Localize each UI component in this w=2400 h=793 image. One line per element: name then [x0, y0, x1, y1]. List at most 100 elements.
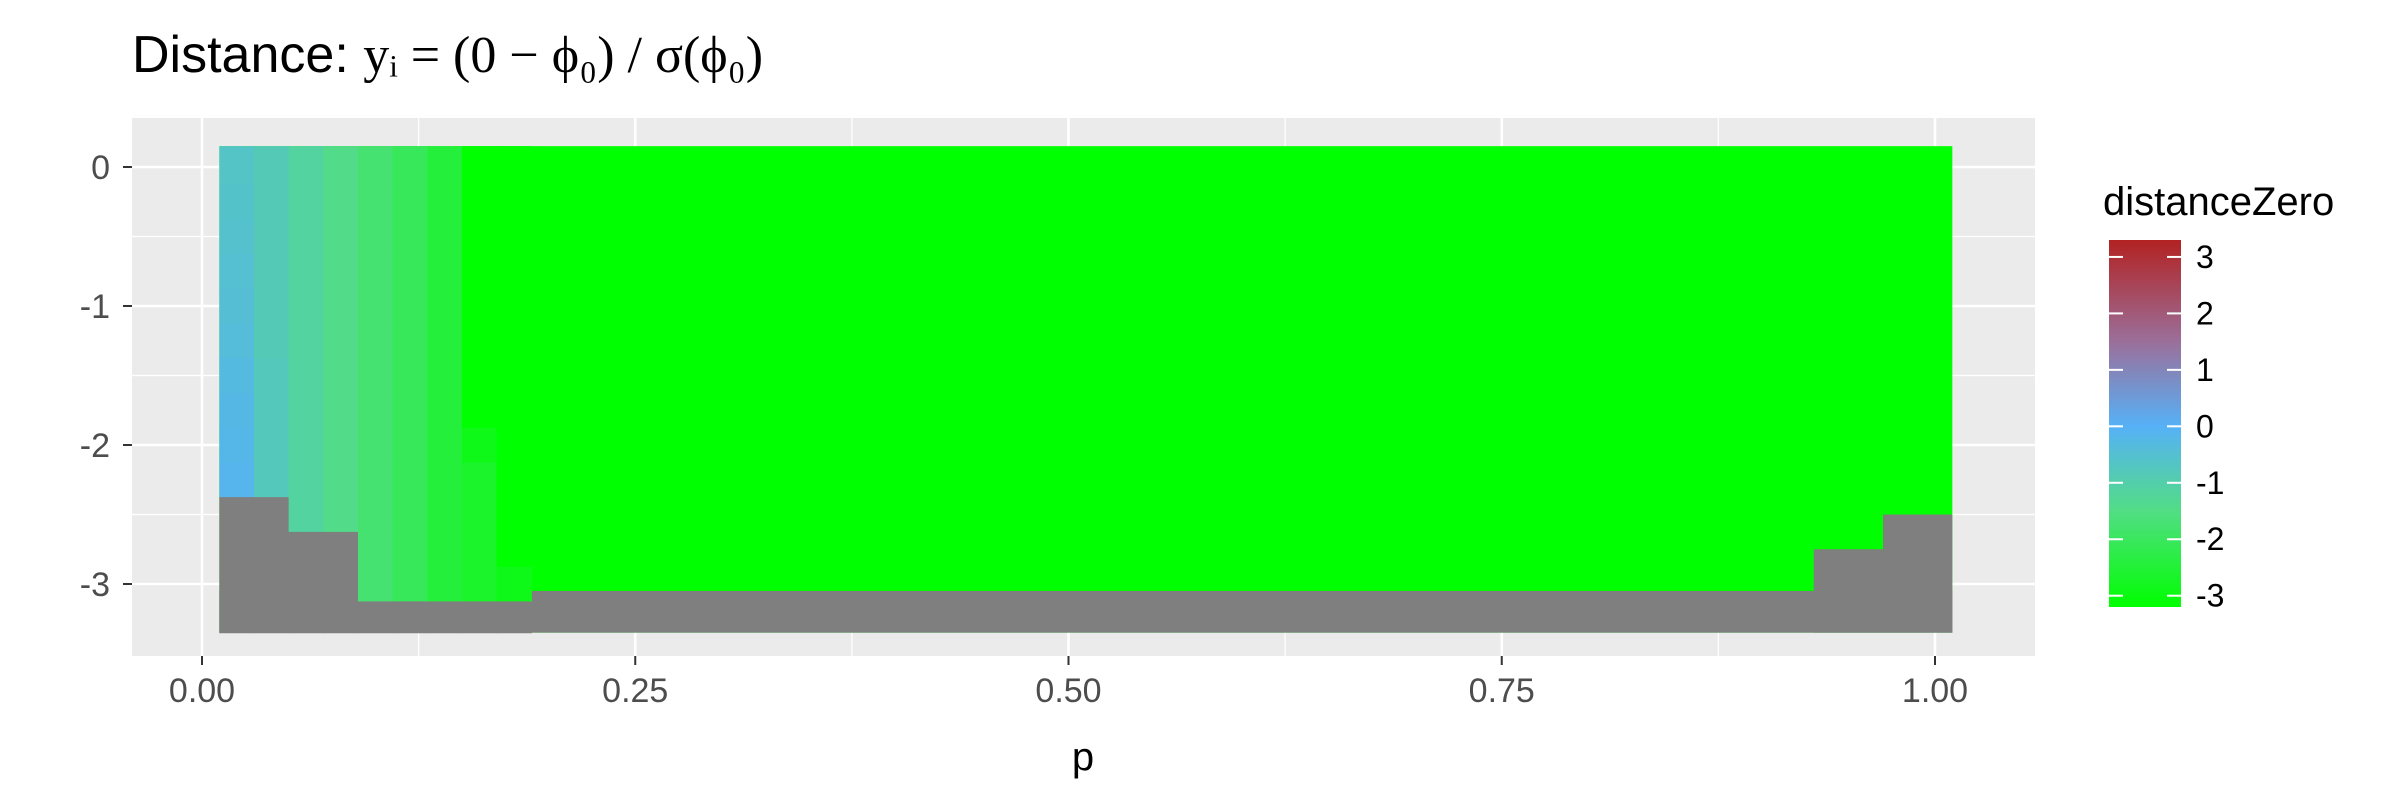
- heatmap-tile: [496, 462, 532, 498]
- legend: distanceZero 3 2 1 0 -1 -2 -3: [2103, 180, 2334, 614]
- heatmap-tile: [288, 219, 324, 255]
- heatmap-tile: [288, 288, 324, 324]
- heatmap-tile: [219, 358, 255, 394]
- x-axis-title: p: [1072, 735, 1094, 779]
- heatmap-tile: [461, 427, 498, 463]
- heatmap-tile: [427, 288, 463, 324]
- heatmap-tile: [219, 497, 255, 533]
- chart-title: Distance: yᵢ = (0 − ϕ₀) / σ(ϕ₀): [132, 26, 763, 84]
- heatmap-tile: [219, 566, 255, 602]
- heatmap-tile: [357, 146, 394, 185]
- heatmap-tile: [496, 601, 532, 634]
- heatmap-tile: [427, 601, 463, 634]
- x-tick-label: 0.75: [1469, 672, 1535, 710]
- heatmap-tile: [253, 253, 290, 290]
- heatmap-tile: [357, 427, 394, 463]
- y-tick-label: -1: [80, 288, 110, 326]
- heatmap-tile: [392, 427, 428, 463]
- legend-label: -3: [2196, 578, 2224, 614]
- heatmap-tile: [288, 601, 324, 634]
- heatmap-tile: [357, 253, 394, 290]
- heatmap-tile: [288, 253, 324, 290]
- chart-title-prefix: Distance:: [132, 26, 363, 84]
- heatmap-tile: [219, 462, 255, 498]
- heatmap-tile: [219, 288, 255, 324]
- heatmap-tile: [219, 427, 255, 463]
- heatmap-tile: [427, 392, 463, 429]
- heatmap-tile: [427, 462, 463, 498]
- legend-colorbar: [2109, 240, 2181, 607]
- heatmap-tile: [357, 323, 394, 359]
- heatmap-tile: [427, 323, 463, 359]
- x-tick-label: 0.25: [602, 672, 668, 710]
- heatmap-tile: [323, 146, 359, 185]
- heatmap-tile: [219, 531, 255, 568]
- heatmap-tile: [219, 253, 255, 290]
- heatmap-tile: [496, 566, 532, 602]
- heatmap-tile: [357, 358, 394, 394]
- heatmap-tile: [323, 219, 359, 255]
- heatmap-tile: [427, 219, 463, 255]
- heatmap-tile: [461, 392, 498, 429]
- legend-title: distanceZero: [2103, 180, 2334, 224]
- heatmap-tile: [392, 358, 428, 394]
- legend-label: 2: [2196, 295, 2214, 331]
- heatmap-tile: [496, 253, 532, 290]
- heatmap-tile: [288, 323, 324, 359]
- heatmap-tile: [427, 146, 463, 185]
- heatmap-tile: [496, 288, 532, 324]
- heatmap-tile: [461, 601, 498, 634]
- heatmap-tile: [357, 462, 394, 498]
- heatmap-tile: [496, 497, 532, 533]
- heatmap-tile: [253, 219, 290, 255]
- axes: 0.00 0.25 0.50 0.75 1.00 0 -1 -2 -3: [80, 149, 1968, 710]
- heatmap-tile: [392, 462, 428, 498]
- y-tick-label: -2: [80, 427, 110, 465]
- heatmap-tile: [461, 497, 498, 533]
- heatmap-tile: [357, 601, 394, 634]
- heatmap-tile: [357, 219, 394, 255]
- heatmap-missing-block: [1883, 514, 1953, 633]
- heatmap-tile: [496, 146, 532, 185]
- heatmap-tile: [288, 497, 324, 533]
- heatmap-tile: [392, 531, 428, 568]
- heatmap-tile: [323, 427, 359, 463]
- heatmap-tile: [427, 497, 463, 533]
- x-tick-label: 0.00: [169, 672, 235, 710]
- heatmap-tile: [357, 531, 394, 568]
- heatmap-tile: [323, 288, 359, 324]
- heatmap-tile: [288, 566, 324, 602]
- heatmap-tile: [392, 601, 428, 634]
- heatmap-tile: [219, 146, 255, 185]
- legend-label: -2: [2196, 521, 2224, 557]
- chart-title-formula: yᵢ = (0 − ϕ₀) / σ(ϕ₀): [363, 27, 763, 84]
- heatmap-missing-block: [1813, 549, 1884, 633]
- heatmap-tile: [461, 531, 498, 568]
- heatmap-tile: [253, 323, 290, 359]
- heatmap-tile: [461, 288, 498, 324]
- heatmap-tile: [253, 288, 290, 324]
- heatmap-tile: [288, 392, 324, 429]
- legend-label: 3: [2196, 239, 2214, 275]
- heatmap-tile: [219, 323, 255, 359]
- legend-label: -1: [2196, 465, 2224, 501]
- heatmap-tile: [461, 184, 498, 220]
- heatmap-tile: [323, 601, 359, 634]
- heatmap-tile: [427, 566, 463, 602]
- heatmap-tile: [357, 288, 394, 324]
- heatmap-tile: [392, 253, 428, 290]
- heatmap-tile: [219, 392, 255, 429]
- heatmap-tile: [392, 146, 428, 185]
- heatmap-tile: [253, 358, 290, 394]
- heatmap-tile: [461, 146, 498, 185]
- x-tick-label: 1.00: [1902, 672, 1968, 710]
- heatmap-tile: [323, 323, 359, 359]
- heatmap-tile: [427, 184, 463, 220]
- heatmap-tile: [288, 358, 324, 394]
- heatmap-tile: [461, 358, 498, 394]
- x-tick-label: 0.50: [1035, 672, 1101, 710]
- heatmap-tile: [253, 462, 290, 498]
- heatmap-tile: [323, 531, 359, 568]
- heatmap-tiles: [219, 146, 1953, 634]
